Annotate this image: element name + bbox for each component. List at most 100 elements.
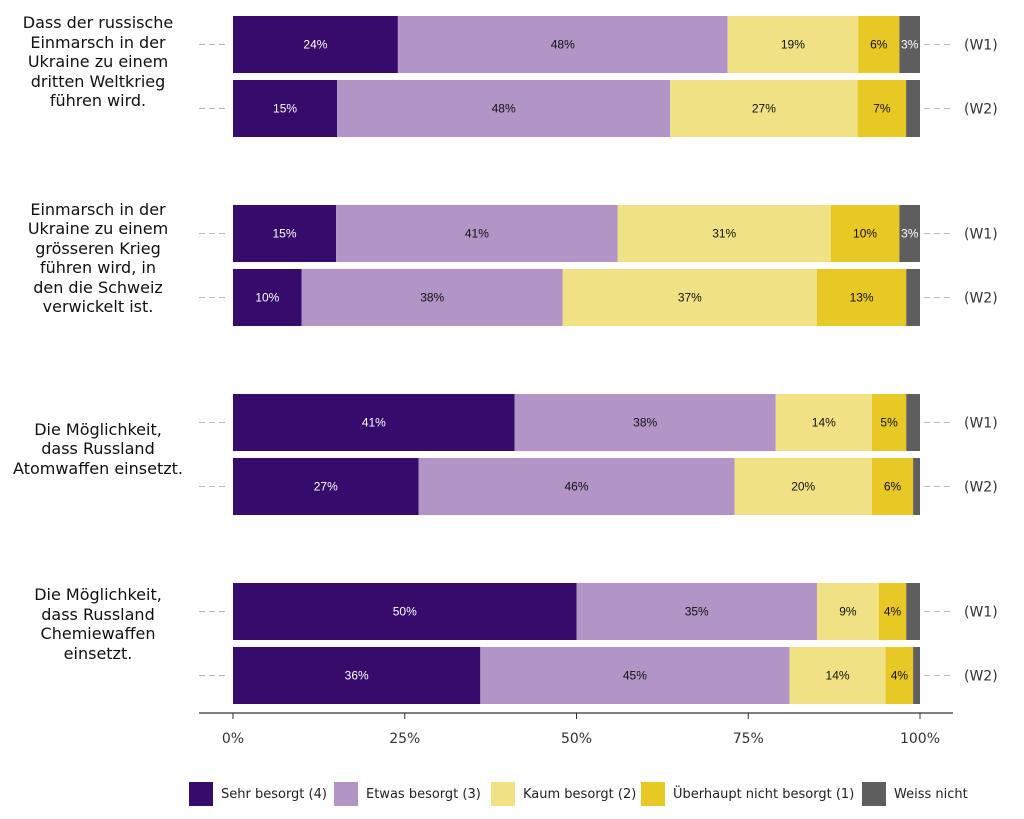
legend-label: Sehr besorgt (4) bbox=[221, 786, 327, 802]
data-label: 37% bbox=[678, 291, 702, 305]
data-label: 27% bbox=[752, 102, 776, 116]
legend-swatch bbox=[189, 782, 213, 806]
data-label: 4% bbox=[891, 669, 909, 683]
legend-item: Überhaupt nicht besorgt (1) bbox=[641, 782, 854, 806]
bar-segment bbox=[899, 16, 920, 73]
data-label: 5% bbox=[880, 416, 898, 430]
data-label: 48% bbox=[492, 102, 516, 116]
bar-segment bbox=[480, 647, 790, 704]
wave-label: (W2) bbox=[964, 291, 998, 307]
data-label: 41% bbox=[465, 227, 489, 241]
wave-label: (W1) bbox=[964, 416, 998, 432]
bar-segment bbox=[617, 205, 831, 262]
data-label: 27% bbox=[314, 480, 338, 494]
data-label: 31% bbox=[712, 227, 736, 241]
wave-label: (W2) bbox=[964, 102, 998, 118]
bar-segment bbox=[899, 205, 920, 262]
data-label: 7% bbox=[873, 102, 891, 116]
bar-segment bbox=[233, 394, 515, 451]
bar-segment bbox=[233, 647, 481, 704]
data-label: 15% bbox=[273, 227, 297, 241]
legend-item: Kaum besorgt (2) bbox=[491, 782, 636, 806]
bar-segment bbox=[906, 583, 920, 640]
legend-label: Etwas besorgt (3) bbox=[366, 786, 481, 802]
bar-segment bbox=[514, 394, 776, 451]
question-label-line: Die Möglichkeit, bbox=[34, 585, 162, 604]
legend-item: Sehr besorgt (4) bbox=[189, 782, 327, 806]
data-label: 3% bbox=[901, 38, 919, 52]
legend-label: Überhaupt nicht besorgt (1) bbox=[673, 786, 855, 802]
legend-label: Weiss nicht bbox=[894, 786, 968, 802]
bar-segment bbox=[871, 458, 914, 515]
data-label: 9% bbox=[839, 605, 857, 619]
legend-label: Kaum besorgt (2) bbox=[523, 786, 637, 802]
question-label-line: führen wird, in bbox=[40, 258, 156, 277]
bar-segment bbox=[789, 647, 886, 704]
question-label-line: dass Russland bbox=[41, 439, 155, 459]
bar-segment bbox=[576, 583, 817, 640]
bar-segment bbox=[878, 583, 907, 640]
bar-segment bbox=[906, 80, 920, 137]
x-tick-label: 0% bbox=[222, 731, 244, 747]
question-label-line: Atomwaffen einsetzt. bbox=[13, 458, 183, 478]
data-label: 19% bbox=[781, 38, 805, 52]
wave-label: (W1) bbox=[964, 605, 998, 621]
bar-segment bbox=[670, 80, 858, 137]
legend-swatch bbox=[491, 782, 515, 806]
question-label-line: dritten Weltkrieg bbox=[30, 71, 166, 91]
data-label: 14% bbox=[826, 669, 850, 683]
data-label: 38% bbox=[633, 416, 657, 430]
data-label: 10% bbox=[255, 291, 279, 305]
question-label-line: dass Russland bbox=[41, 604, 155, 624]
bar-segment bbox=[906, 394, 920, 451]
question-label: Die Möglichkeit, dass Russland Chemiewaffe… bbox=[0, 585, 196, 663]
data-label: 45% bbox=[623, 669, 647, 683]
question-label-line: Einmarsch in der bbox=[30, 199, 166, 219]
data-label: 13% bbox=[850, 291, 874, 305]
question-label-line: Chemiewaffen bbox=[40, 624, 156, 643]
question-label: Die Möglichkeit, dass Russland Atomwaffen … bbox=[0, 420, 196, 479]
bar-segment bbox=[337, 80, 671, 137]
legend-item: Etwas besorgt (3) bbox=[334, 782, 481, 806]
data-label: 50% bbox=[393, 605, 417, 619]
legend-swatch bbox=[641, 782, 665, 806]
wave-label: (W1) bbox=[964, 38, 998, 54]
data-label: 36% bbox=[345, 669, 369, 683]
question-label-line: Dass der russische bbox=[22, 13, 174, 33]
wave-label: (W2) bbox=[964, 669, 998, 685]
question-label-line: einsetzt. bbox=[63, 643, 133, 663]
question-label-line: den die Schweiz bbox=[33, 277, 163, 297]
bar-segment bbox=[913, 647, 920, 704]
bar-segment bbox=[233, 458, 419, 515]
legend-item: Weiss nicht bbox=[862, 782, 968, 806]
bar-segment bbox=[727, 16, 859, 73]
data-label: 41% bbox=[362, 416, 386, 430]
question-label-line: Ukraine zu einem bbox=[27, 52, 169, 72]
chart-legend: Sehr besorgt (4) Etwas besorgt (3) Kaum be… bbox=[0, 782, 1024, 808]
bar-segment bbox=[913, 458, 920, 515]
bar-segment bbox=[871, 394, 907, 451]
bar-segment bbox=[816, 269, 907, 326]
bar-segment bbox=[816, 583, 879, 640]
data-label: 35% bbox=[685, 605, 709, 619]
question-label-line: führen wird. bbox=[49, 91, 147, 111]
question-label: Dass der russische Einmarsch in der Ukrain… bbox=[0, 13, 196, 111]
data-label: 14% bbox=[812, 416, 836, 430]
bar-segment bbox=[734, 458, 872, 515]
data-label: 46% bbox=[564, 480, 588, 494]
bar-segment bbox=[830, 205, 900, 262]
question-label-line: Einmarsch in der bbox=[30, 32, 166, 52]
bar-segment bbox=[858, 16, 900, 73]
data-label: 15% bbox=[273, 102, 297, 116]
bar-segment bbox=[906, 269, 920, 326]
x-tick-label: 100% bbox=[900, 731, 940, 747]
legend-swatch bbox=[334, 782, 358, 806]
question-label-line: verwickelt ist. bbox=[42, 297, 154, 316]
x-tick-label: 75% bbox=[733, 731, 764, 747]
data-label: 6% bbox=[884, 480, 902, 494]
wave-label: (W1) bbox=[964, 227, 998, 243]
bar-segment bbox=[775, 394, 872, 451]
data-label: 4% bbox=[884, 605, 902, 619]
bar-segment bbox=[233, 16, 398, 73]
stacked-bar-chart: 0% 25% 50% 75% 100% 24% 48% 19% 6% 3% (W1) 15% 48% 27… bbox=[199, 16, 998, 747]
